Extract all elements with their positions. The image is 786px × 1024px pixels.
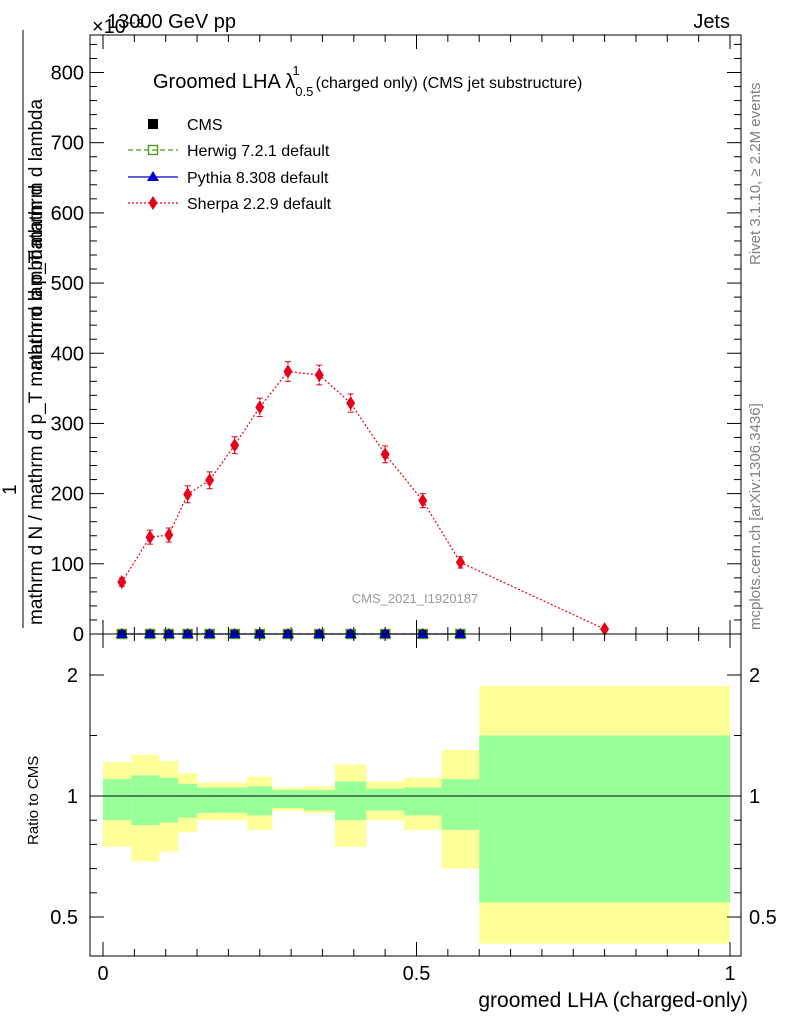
plot-title-main: Groomed LHA λ	[153, 71, 295, 93]
pythia-marker	[253, 628, 266, 638]
plot-title: Groomed LHA λ0.5 1 (charged only) (CMS jet…	[153, 63, 582, 99]
ratio-y-tick-label: 2	[67, 665, 78, 687]
ratio-y-tick-label-right: 1	[749, 786, 760, 808]
sherpa-marker	[418, 493, 428, 508]
ratio-inner-band	[334, 781, 367, 821]
ratio-inner-band	[159, 777, 179, 823]
pythia-marker	[147, 171, 159, 181]
main-y-tick-label: 0	[73, 624, 84, 646]
sherpa-marker	[205, 473, 215, 488]
ratio-y-label: Ratio to CMS	[25, 756, 42, 845]
ratio-inner-band	[272, 789, 304, 809]
legend: CMS Herwig 7.2.1 default Pythia 8.308 defa…	[128, 117, 332, 213]
sherpa-marker	[314, 368, 324, 383]
main-y-tick-label: 500	[51, 273, 84, 295]
pythia-marker	[416, 628, 429, 638]
y-label-denominator: mathrm d N / mathrm d p_T mathrm d lambd…	[26, 238, 47, 625]
main-y-tick-label: 400	[51, 343, 84, 365]
pythia-marker	[379, 628, 392, 638]
ratio-inner-band	[103, 779, 132, 821]
pythia-marker	[181, 628, 194, 638]
ratio-inner-band	[197, 787, 223, 813]
sherpa-marker	[380, 447, 390, 462]
category-label: Jets	[693, 11, 730, 33]
ratio-inner-band	[441, 779, 480, 830]
main-y-tick-label: 200	[51, 484, 84, 506]
y-label-one: 1	[0, 484, 21, 495]
rivet-version-label: Rivet 3.1.10, ≥ 2.2M events	[747, 83, 764, 266]
main-y-label: mathrm d mathrm d p_T mathrm d lambda 1 …	[0, 30, 47, 628]
herwig-marker	[147, 144, 159, 156]
main-y-tick-label: 300	[51, 413, 84, 435]
sherpa-marker	[148, 196, 158, 210]
x-tick-label: 1	[724, 963, 735, 985]
sherpa-marker	[255, 400, 265, 415]
y-label-denominator-top: mathrm d p_T mathrm d lambda	[26, 99, 47, 370]
pythia-marker	[454, 628, 467, 638]
sherpa-marker	[117, 575, 127, 590]
sherpa-marker	[455, 555, 465, 570]
plot-title-rest: (charged only) (CMS jet substructure)	[316, 75, 583, 92]
legend-entry-label: Herwig 7.2.1 default	[187, 143, 330, 160]
ratio-y-tick-label-right: 0.5	[749, 907, 777, 929]
main-y-tick-label: 800	[51, 63, 84, 85]
ratio-plot-frame	[89, 633, 742, 957]
legend-entry-label: CMS	[187, 117, 223, 134]
energy-label: 13000 GeV pp	[107, 11, 236, 33]
sherpa-marker	[230, 438, 240, 453]
ratio-y-tick-label: 1	[67, 786, 78, 808]
main-plot: 0 100 200 300 400 500 600 700 800 CMS_2021_I1920…	[51, 34, 742, 646]
sherpa-marker	[600, 622, 610, 637]
ratio-y-tick-label: 0.5	[50, 907, 78, 929]
ratio-inner-band	[403, 787, 442, 816]
pythia-marker	[203, 628, 216, 638]
sherpa-marker	[183, 487, 193, 502]
mcplots-label: mcplots.cern.ch [arXiv:1306.3436]	[747, 403, 764, 630]
sherpa-marker	[283, 364, 293, 379]
sherpa-marker	[164, 528, 174, 543]
main-y-tick-label: 700	[51, 133, 84, 155]
x-axis-label: groomed LHA (charged-only)	[478, 989, 748, 1012]
y-label-numerator-top: mathrm d	[26, 185, 47, 265]
plot-title-sup: 1	[292, 63, 299, 78]
sherpa-marker	[346, 396, 356, 411]
ratio-inner-band	[247, 786, 273, 816]
exponent-label: ×10⁻³	[92, 16, 143, 38]
ratio-inner-band	[178, 783, 198, 818]
ratio-y-tick-label-right: 2	[749, 665, 760, 687]
x-tick-label: 0.5	[403, 963, 431, 985]
main-y-tick-label: 600	[51, 203, 84, 225]
ratio-inner-band	[131, 775, 160, 826]
ratio-inner-band	[479, 735, 730, 903]
x-tick-label: 0	[97, 963, 108, 985]
watermark-label: CMS_2021_I1920187	[352, 591, 479, 606]
pythia-marker	[144, 628, 157, 638]
series-3	[117, 361, 610, 637]
ratio-inner-band	[303, 789, 335, 811]
main-y-tick-label: 100	[51, 554, 84, 576]
plot-title-sub: 0.5	[295, 84, 313, 99]
legend-entry-label: Pythia 8.308 default	[187, 170, 329, 187]
cms-marker	[148, 119, 158, 129]
pythia-marker	[115, 628, 128, 638]
ratio-inner-band	[366, 788, 404, 811]
ratio-plot: 0.5 0.5 1 1 2 2 0 0.5 1 Ratio to CMS groomed LH…	[25, 633, 777, 1012]
sherpa-marker	[145, 530, 155, 545]
pythia-marker	[228, 628, 241, 638]
legend-entry-label: Sherpa 2.2.9 default	[187, 196, 332, 213]
ratio-inner-band	[222, 787, 248, 813]
